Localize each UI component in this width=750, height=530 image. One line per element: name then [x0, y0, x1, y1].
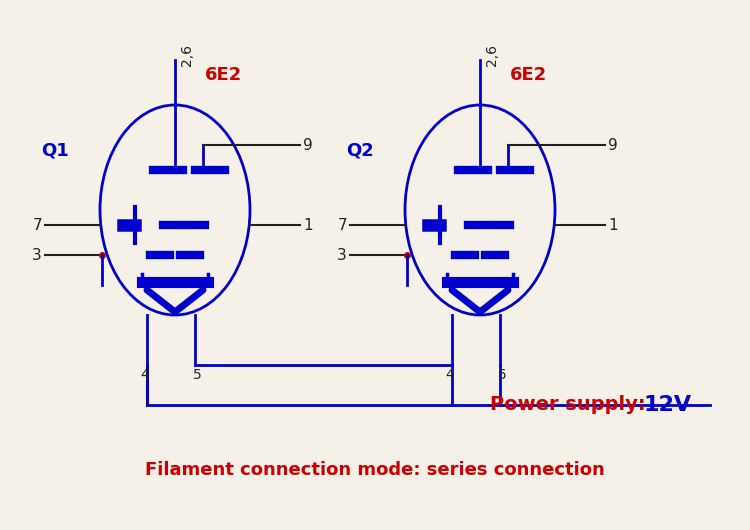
- Text: Q2: Q2: [346, 141, 374, 159]
- Text: 2,6: 2,6: [485, 44, 499, 66]
- Text: 4: 4: [446, 368, 454, 382]
- Text: 3: 3: [32, 248, 42, 262]
- Text: 1: 1: [303, 217, 313, 233]
- Text: Filament connection mode: series connection: Filament connection mode: series connect…: [146, 461, 604, 479]
- Text: 6E2: 6E2: [510, 66, 548, 84]
- Text: 1: 1: [608, 217, 618, 233]
- Text: 5: 5: [193, 368, 201, 382]
- Text: 2,6: 2,6: [180, 44, 194, 66]
- Text: 4: 4: [141, 368, 149, 382]
- Text: 7: 7: [32, 217, 42, 233]
- Text: 7: 7: [338, 217, 347, 233]
- Text: 3: 3: [338, 248, 347, 262]
- Text: 5: 5: [498, 368, 506, 382]
- Text: 9: 9: [608, 137, 618, 153]
- Text: 9: 9: [303, 137, 313, 153]
- Text: 12V: 12V: [643, 395, 692, 415]
- Text: 6E2: 6E2: [205, 66, 242, 84]
- Text: Q1: Q1: [41, 141, 69, 159]
- Text: Power supply:: Power supply:: [490, 395, 646, 414]
